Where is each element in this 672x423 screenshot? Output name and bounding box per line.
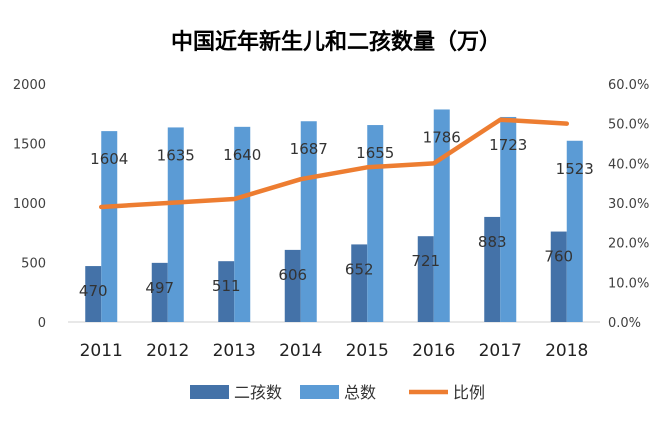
left-axis-tick-label: 1000: [13, 197, 46, 212]
data-label-second-child: 511: [212, 277, 241, 295]
data-label-second-child: 721: [411, 252, 440, 270]
right-axis-tick-label: 10.0%: [608, 276, 649, 291]
left-axis-tick-label: 0: [38, 316, 46, 331]
bar-second-child: [85, 266, 102, 322]
bar-second-child: [417, 236, 434, 322]
data-label-second-child: 883: [478, 233, 507, 251]
bar-total: [167, 127, 184, 322]
data-label-total: 1687: [290, 140, 328, 158]
data-label-total: 1786: [423, 128, 461, 146]
right-axis-tick-label: 20.0%: [608, 237, 649, 252]
legend-label-second-child: 二孩数: [234, 383, 282, 402]
ratio-point: [165, 201, 170, 205]
ratio-point: [232, 197, 237, 202]
right-axis-tick-label: 60.0%: [608, 78, 649, 93]
x-axis-tick-label: 2013: [213, 341, 256, 361]
bar-total: [367, 125, 384, 323]
right-axis-tick-label: 40.0%: [608, 157, 649, 172]
data-label-second-child: 470: [79, 282, 108, 300]
data-label-total: 1635: [157, 146, 195, 164]
data-label-total: 1523: [556, 160, 594, 178]
x-axis-tick-label: 2018: [545, 341, 588, 361]
bar-second-child: [484, 216, 501, 322]
ratio-line: [99, 117, 569, 210]
data-label-total: 1723: [489, 136, 527, 154]
data-label-second-child: 760: [544, 248, 573, 266]
legend-swatch-second-child: [190, 385, 229, 399]
legend-swatch-total: [300, 385, 339, 399]
x-axis-tick-label: 2012: [146, 341, 189, 361]
right-axis-tick-label: 0.0%: [608, 316, 641, 331]
data-label-total: 1640: [223, 146, 261, 164]
bar-second-child: [351, 244, 368, 322]
bar-second-child: [218, 261, 235, 322]
ratio-point: [564, 121, 569, 126]
bar-total: [234, 126, 251, 322]
legend-label-ratio: 比例: [453, 383, 485, 402]
ratio-point: [99, 204, 104, 209]
x-axis-tick-label: 2017: [479, 341, 522, 361]
x-axis-tick-label: 2011: [80, 341, 123, 361]
data-label-total: 1655: [356, 144, 394, 162]
ratio-point: [298, 177, 303, 182]
x-axis-tick-label: 2014: [279, 341, 322, 361]
plot-area: 0 500 1000 1500 2000 0.0% 10.0% 20.0% 30.0% 40.0%…: [13, 78, 649, 361]
chart-title: 中国近年新生儿和二孩数量（万）: [171, 29, 501, 55]
x-axis-tick-label: 2015: [346, 341, 389, 361]
bar-second-child: [151, 262, 168, 322]
data-label-second-child: 652: [345, 260, 374, 278]
bar-total: [500, 116, 517, 322]
ratio-point: [431, 161, 436, 166]
bar-second-child: [284, 249, 301, 322]
ratio-point: [365, 165, 370, 170]
right-axis-tick-label: 50.0%: [608, 118, 649, 133]
data-label-second-child: 606: [278, 266, 307, 284]
data-label-total: 1604: [90, 150, 128, 168]
data-label-second-child: 497: [145, 279, 174, 297]
left-axis-tick-label: 2000: [13, 78, 46, 93]
bar-second-child: [550, 231, 567, 322]
bar-total: [566, 140, 583, 322]
bar-total: [300, 121, 317, 322]
left-axis-tick-label: 500: [21, 257, 46, 272]
legend: 二孩数 总数 比例: [190, 383, 485, 402]
x-axis-tick-label: 2016: [412, 341, 455, 361]
ratio-point: [498, 117, 503, 122]
right-axis-tick-label: 30.0%: [608, 197, 649, 212]
left-axis-tick-label: 1500: [13, 138, 46, 153]
legend-label-total: 总数: [344, 383, 376, 402]
bar-total: [101, 131, 118, 322]
